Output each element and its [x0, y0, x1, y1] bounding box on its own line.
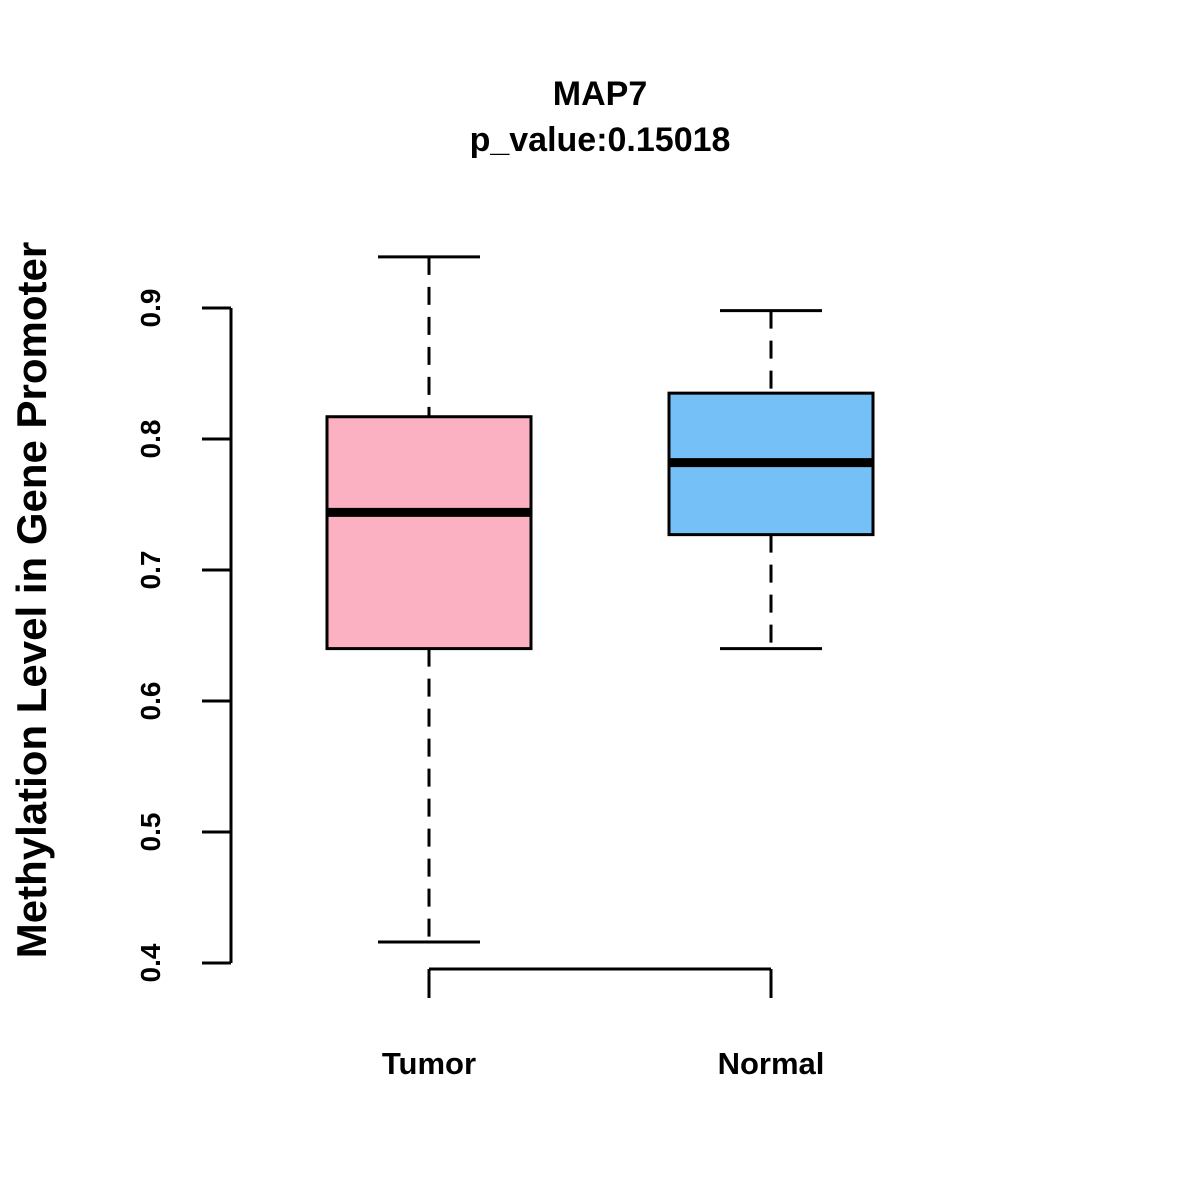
- y-tick-label: 0.7: [135, 551, 166, 590]
- chart-subtitle: p_value:0.15018: [470, 121, 731, 159]
- y-tick-label: 0.9: [135, 289, 166, 328]
- box-normal: [667, 309, 875, 651]
- y-tick-label: 0.5: [135, 813, 166, 852]
- x-axis: Tumor Normal: [382, 967, 825, 1081]
- box-iqr: [325, 415, 533, 651]
- chart-title: MAP7: [553, 75, 647, 113]
- x-tick-label: Tumor: [382, 1046, 476, 1081]
- y-tick-label: 0.4: [135, 943, 166, 982]
- y-tick-label: 0.6: [135, 682, 166, 721]
- y-axis: 0.4 0.5 0.6 0.7 0.8 0.9: [135, 289, 233, 982]
- y-axis-label: Methylation Level in Gene Promoter: [8, 242, 55, 958]
- y-tick-label: 0.8: [135, 420, 166, 459]
- box-tumor: [325, 255, 533, 944]
- x-tick-label: Normal: [718, 1046, 825, 1081]
- boxes: [325, 255, 875, 944]
